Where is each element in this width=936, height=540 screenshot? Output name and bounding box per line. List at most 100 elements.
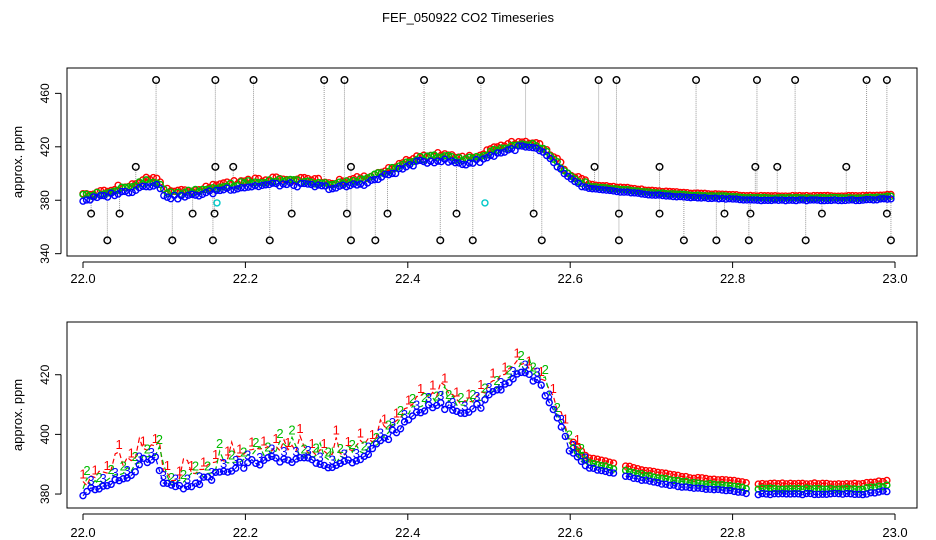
series-3-point	[838, 196, 846, 205]
series-2-point	[818, 485, 827, 493]
series-2-label: 2	[493, 373, 500, 388]
series-3-label: 3	[449, 395, 456, 410]
series-3-point	[304, 454, 312, 462]
spike-point	[842, 162, 851, 171]
series-2-label: 2	[120, 459, 127, 474]
series-2-point	[830, 485, 839, 493]
series-2-label: 2	[144, 442, 151, 457]
series-3-point	[682, 483, 690, 491]
series-3-point	[866, 195, 874, 204]
series-3-point	[244, 183, 252, 191]
series-3-point	[750, 196, 758, 204]
series-3-label: 3	[148, 445, 155, 460]
series-2-point	[714, 481, 722, 489]
spike-point	[346, 162, 355, 171]
series-1-label: 1	[79, 467, 86, 482]
series-3-point	[300, 454, 308, 462]
series-3-point	[834, 196, 842, 205]
series-2-point	[770, 484, 779, 493]
series-3-point	[670, 481, 678, 489]
series-3-point	[606, 186, 614, 195]
series-1-point	[790, 480, 799, 488]
top-y-tick-label: 420	[38, 136, 52, 156]
series-3-point	[324, 464, 332, 472]
series-3-point	[830, 489, 839, 498]
series-3-point	[509, 375, 517, 383]
series-3-point	[609, 187, 618, 195]
series-1-label: 1	[538, 364, 545, 379]
series-3-point	[722, 195, 730, 203]
series-3-point	[599, 186, 607, 194]
series-3-point	[124, 189, 133, 197]
series-3-point	[87, 484, 95, 492]
spike-point	[265, 236, 274, 245]
series-3-point	[79, 491, 87, 500]
series-1-point	[814, 480, 823, 488]
series-3-point	[875, 488, 883, 496]
spike-point	[371, 236, 380, 245]
series-3-label: 3	[304, 443, 311, 458]
series-3-label: 3	[473, 389, 480, 404]
series-3-point	[364, 450, 373, 459]
series-3-point	[602, 186, 611, 194]
series-2-point	[542, 147, 551, 156]
series-2-label: 2	[276, 426, 283, 441]
series-3-point	[455, 159, 463, 167]
series-3-point	[430, 159, 438, 167]
series-3-point	[318, 182, 326, 190]
spike-point	[210, 209, 219, 218]
series-2-point	[609, 465, 618, 473]
spike-point	[320, 75, 329, 84]
series-3-point	[518, 142, 526, 150]
series-3-point	[308, 455, 316, 464]
spike-point	[346, 236, 355, 245]
series-3-point	[119, 475, 127, 483]
series-3-point	[585, 184, 593, 192]
series-3-point	[873, 196, 881, 204]
series-1-point	[181, 186, 189, 194]
spike-point	[752, 75, 761, 84]
series-3-point	[360, 452, 369, 460]
series-1-label: 1	[345, 434, 352, 449]
series-2-label: 2	[554, 400, 561, 415]
series-2-point	[778, 485, 787, 493]
top-x-tick-label: 22.0	[70, 271, 95, 286]
series-2-point	[738, 483, 746, 491]
series-1-point	[806, 480, 815, 488]
series-3-point	[795, 196, 804, 204]
series-3-point	[453, 407, 461, 416]
series-2-point	[698, 480, 706, 488]
series-3-point	[268, 179, 277, 187]
series-3-point	[883, 487, 891, 496]
series-1-point	[766, 479, 775, 488]
series-3-point	[851, 490, 859, 499]
series-3-point	[521, 143, 530, 151]
series-3-point	[666, 481, 674, 490]
series-3-point	[679, 193, 688, 201]
series-1-label: 1	[574, 432, 581, 447]
series-2-label: 2	[481, 380, 488, 395]
series-3-point	[650, 478, 658, 486]
series-3-point	[404, 416, 413, 424]
series-3-point	[613, 187, 621, 196]
series-3-point	[346, 181, 354, 190]
top-y-axis: 340 380 420 460	[38, 83, 62, 264]
series-2-point	[806, 485, 815, 493]
series-3-point	[420, 157, 428, 166]
series-3-point	[489, 387, 497, 396]
spike-point	[679, 236, 688, 245]
series-1-label: 1	[381, 412, 388, 427]
series-3-point	[261, 181, 270, 189]
series-2-label: 2	[433, 389, 440, 404]
series-1-point	[601, 457, 610, 465]
series-3-point	[827, 196, 835, 205]
series-3-point	[782, 490, 791, 498]
figure-title: FEF_050922 CO2 Timeseries	[382, 10, 554, 25]
series-3-point	[248, 455, 256, 464]
series-2-point	[826, 484, 835, 493]
series-2-label: 2	[313, 440, 320, 455]
series-3-point	[630, 189, 639, 197]
series-3-point	[855, 196, 864, 205]
series-3-point	[139, 454, 147, 463]
series-3-point	[181, 193, 189, 201]
